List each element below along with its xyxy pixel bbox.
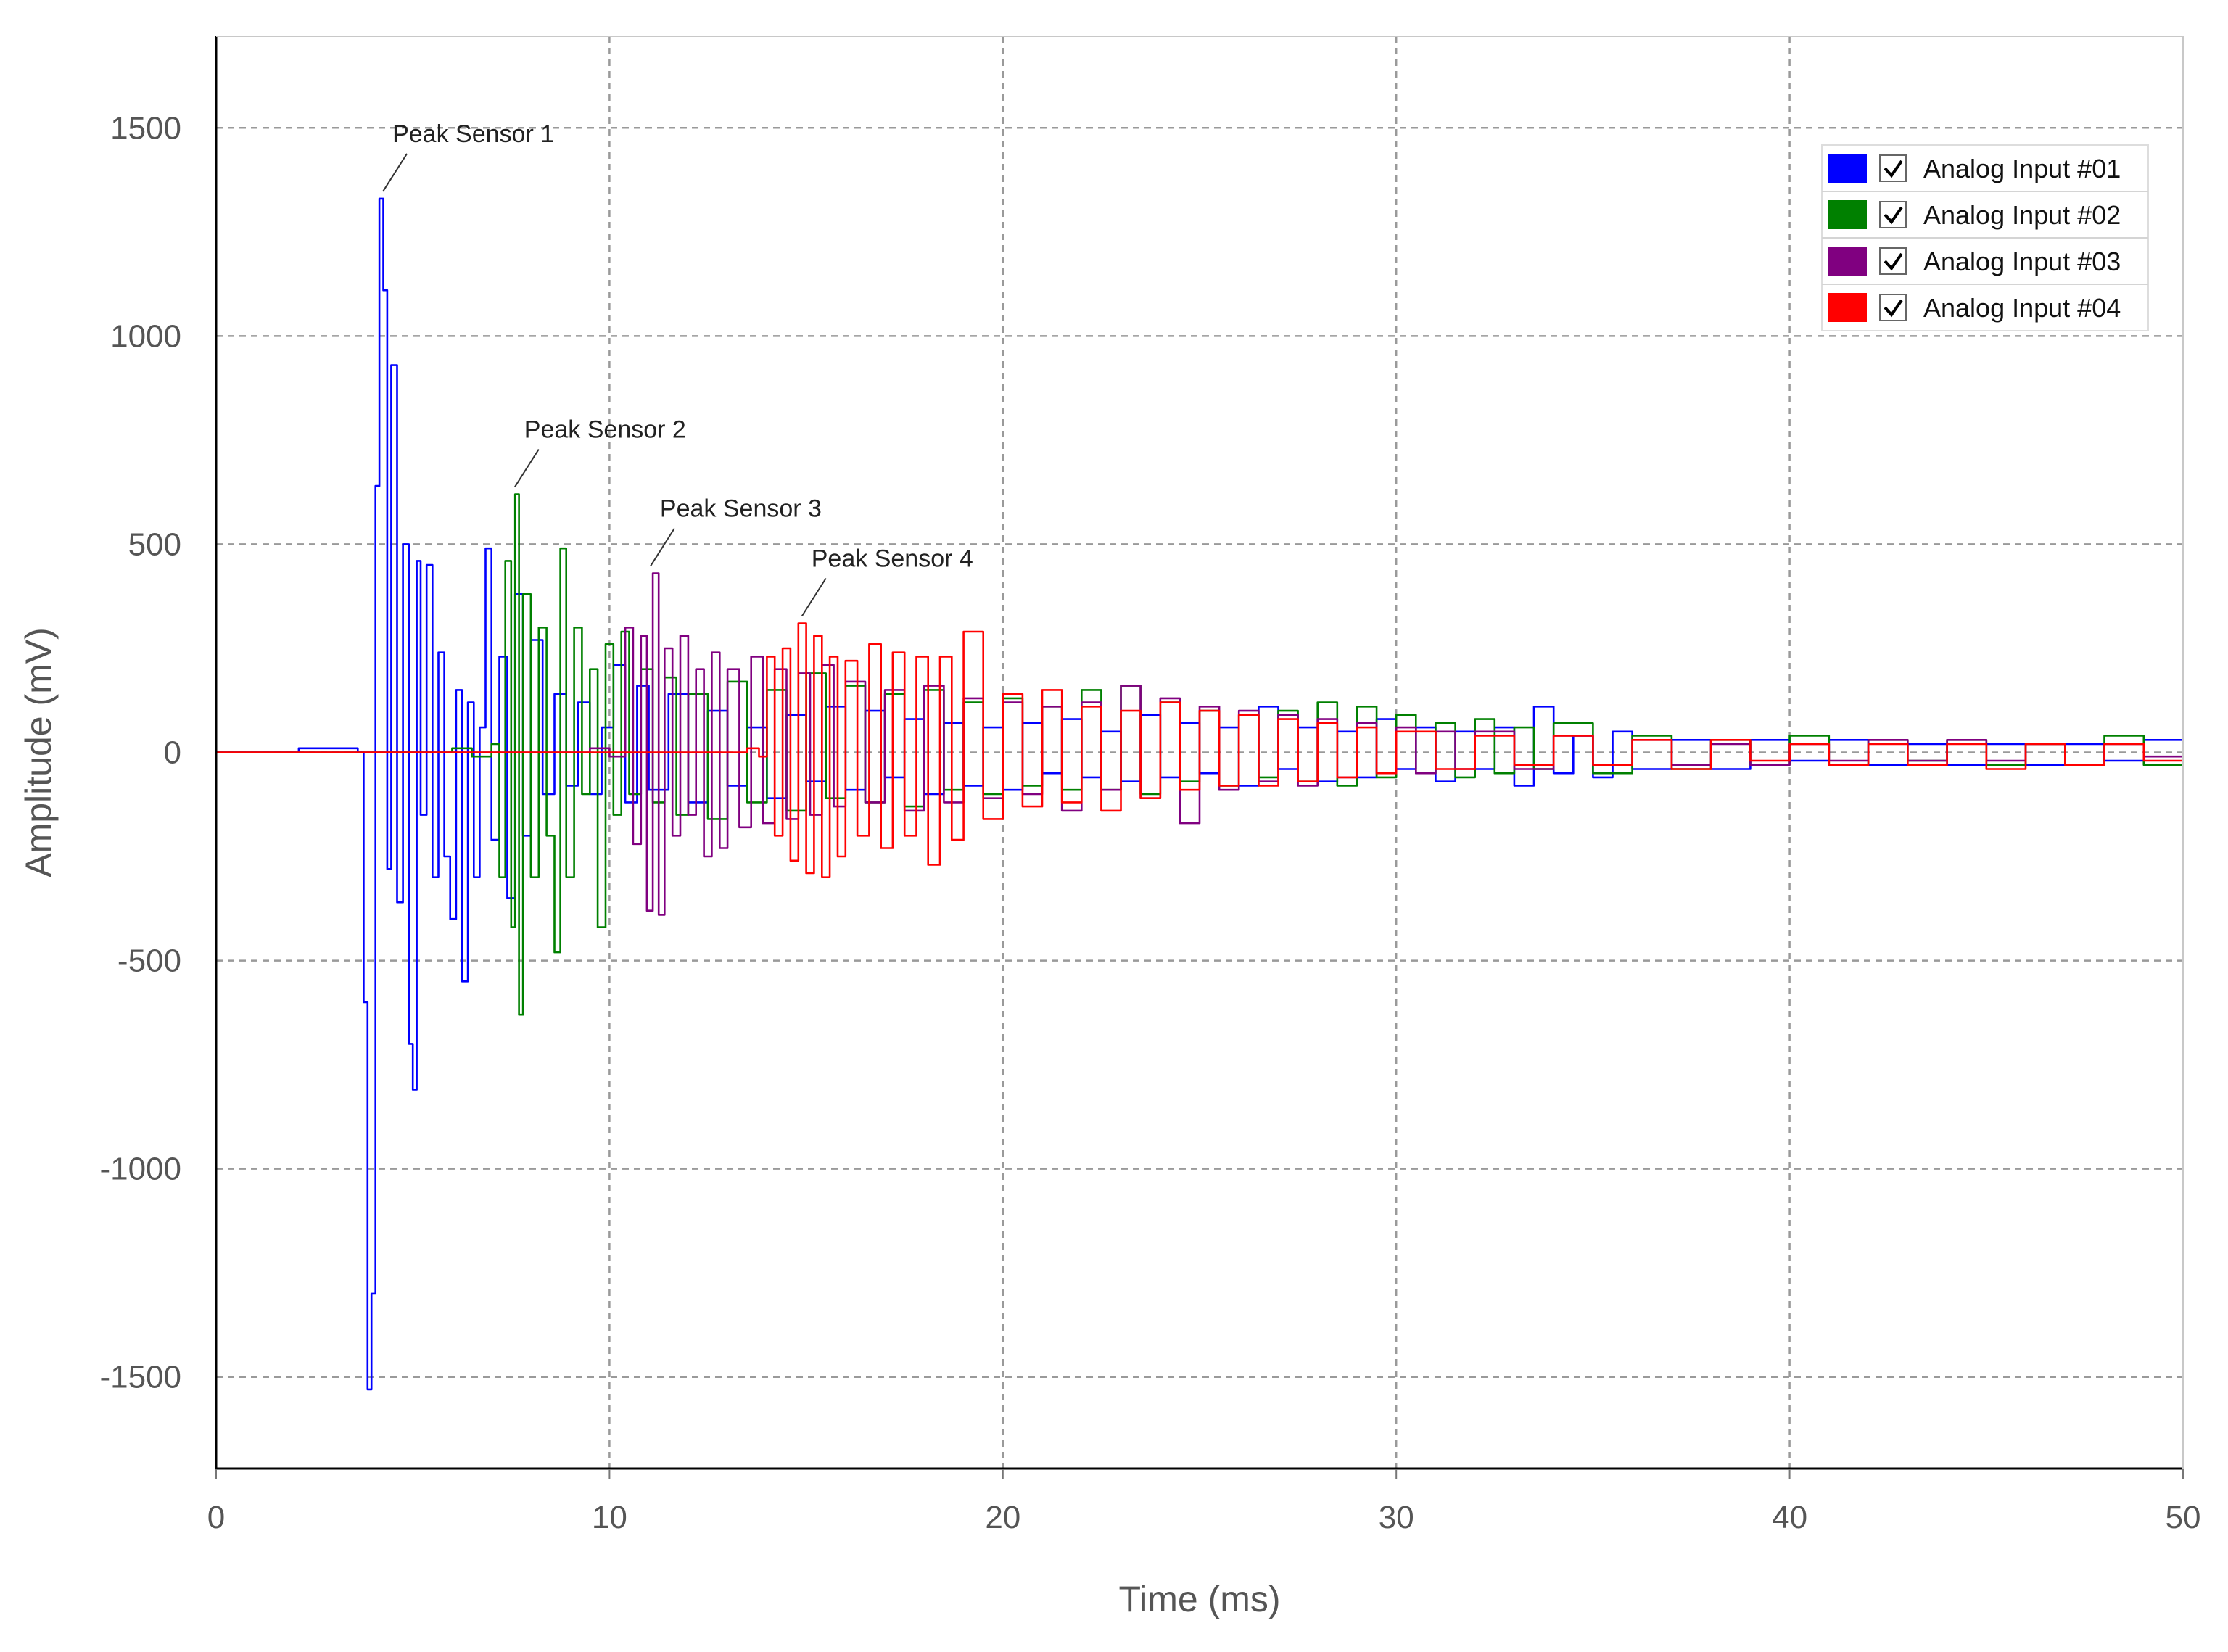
legend-label-1: Analog Input #01 bbox=[1923, 154, 2121, 183]
annotation-label-4: Peak Sensor 4 bbox=[812, 545, 973, 573]
legend-swatch-4 bbox=[1828, 293, 1867, 322]
y-tick-label: 1500 bbox=[110, 110, 181, 146]
legend-checkbox-4[interactable] bbox=[1879, 294, 1907, 321]
y-tick-label: -500 bbox=[117, 943, 181, 979]
x-tick-label: 0 bbox=[207, 1500, 225, 1535]
legend-swatch-1 bbox=[1828, 154, 1867, 183]
x-tick-label: 20 bbox=[985, 1500, 1020, 1535]
checkmark-icon bbox=[1884, 206, 1903, 225]
checkmark-icon bbox=[1884, 252, 1903, 271]
annotation-leader-1 bbox=[382, 153, 408, 192]
checkmark-icon bbox=[1884, 160, 1903, 178]
peak-annotations: Peak Sensor 1 Peak Sensor 2 Peak Sensor 3 P… bbox=[382, 120, 973, 617]
x-tick-label: 50 bbox=[2166, 1500, 2201, 1535]
y-tick-label: 500 bbox=[128, 526, 181, 562]
x-tick-label: 30 bbox=[1379, 1500, 1414, 1535]
gridlines bbox=[216, 36, 2184, 1469]
legend-checkbox-2[interactable] bbox=[1879, 201, 1907, 228]
legend-checkbox-3[interactable] bbox=[1879, 247, 1907, 275]
axes bbox=[215, 36, 2184, 1470]
series-line-4 bbox=[216, 622, 2183, 878]
y-tick-label: 0 bbox=[164, 735, 181, 771]
legend: Analog Input #01 Analog Input #02 Analog I… bbox=[1821, 144, 2149, 331]
series-lines bbox=[216, 197, 2183, 1391]
x-axis-title: Time (ms) bbox=[1118, 1579, 1280, 1619]
checkmark-icon bbox=[1884, 299, 1903, 318]
annotation-label-3: Peak Sensor 3 bbox=[660, 495, 822, 523]
series-line-3 bbox=[216, 572, 2183, 916]
y-tick-label: 1000 bbox=[110, 318, 181, 354]
annotation-label-1: Peak Sensor 1 bbox=[392, 120, 554, 148]
legend-swatch-3 bbox=[1828, 247, 1867, 276]
y-tick-label: -1000 bbox=[99, 1152, 181, 1187]
legend-label-2: Analog Input #02 bbox=[1923, 200, 2121, 230]
x-tick-label: 10 bbox=[592, 1500, 627, 1535]
annotation-label-2: Peak Sensor 2 bbox=[524, 416, 686, 444]
series-line-1 bbox=[216, 197, 2183, 1391]
legend-label-3: Analog Input #03 bbox=[1923, 247, 2121, 276]
legend-checkbox-1[interactable] bbox=[1879, 154, 1907, 182]
legend-label-4: Analog Input #04 bbox=[1923, 293, 2121, 323]
legend-swatch-2 bbox=[1828, 200, 1867, 229]
y-tick-label: -1500 bbox=[99, 1360, 181, 1395]
annotation-leader-3 bbox=[650, 528, 675, 567]
annotation-leader-2 bbox=[513, 449, 540, 488]
annotation-leader-4 bbox=[801, 577, 827, 617]
x-tick-label: 40 bbox=[1772, 1500, 1807, 1535]
tick-labels: 0 10 20 30 40 50 -1500 -1000 -500 0 500 1000 1500 bbox=[99, 110, 2200, 1535]
y-axis-title: Amplitude (mV) bbox=[18, 627, 59, 877]
